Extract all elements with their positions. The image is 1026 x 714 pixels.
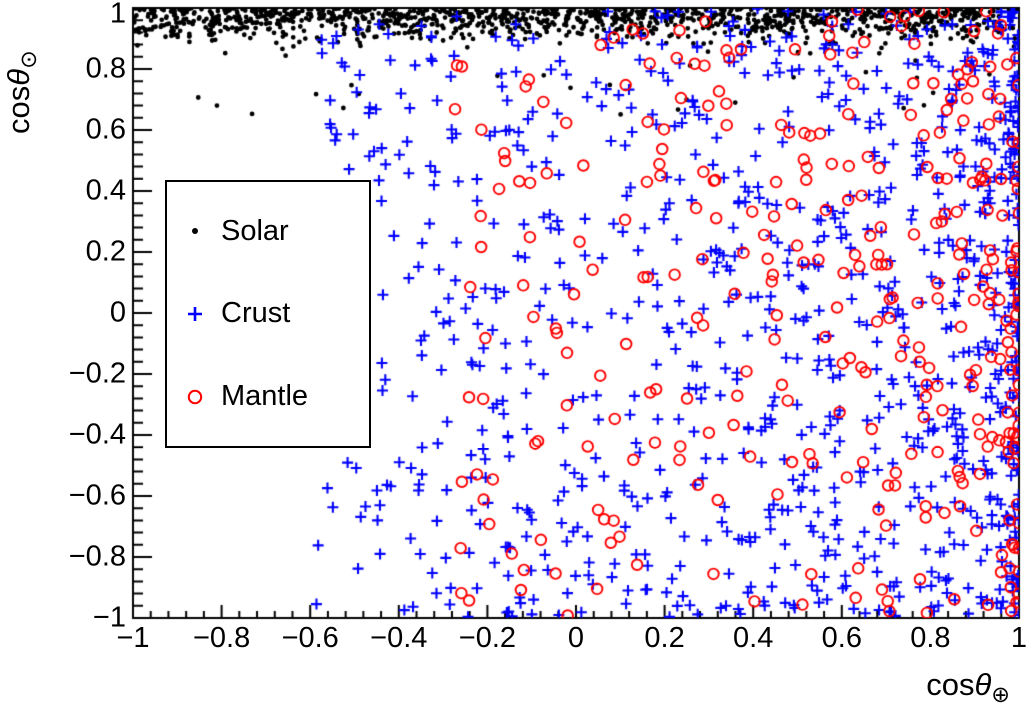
x-tick-label: 1 [1010, 622, 1026, 654]
legend: Solar Crust Mantle [165, 180, 371, 448]
x-tick-label: −0.4 [370, 622, 428, 654]
y-tick-label: −0.8 [68, 540, 126, 573]
x-tick-label: −0.8 [192, 622, 251, 654]
y-axis-title: cosθ⊙ [1, 50, 42, 134]
y-tick-label: 0 [109, 296, 126, 329]
mantle-circle-marker-icon [177, 382, 213, 412]
x-tick-label: −1 [116, 622, 150, 654]
legend-label-mantle: Mantle [221, 380, 309, 413]
y-tick-label: −0.4 [68, 418, 126, 451]
y-tick-label: −0.6 [68, 479, 126, 512]
y-tick-label: 0.2 [85, 235, 126, 268]
y-tick-label: −1 [92, 601, 126, 634]
x-tick-label: −0.2 [458, 622, 517, 654]
x-tick-label: 0.4 [733, 622, 774, 654]
x-axis-title-symbol: θ [974, 667, 992, 702]
x-axis-title-prefix: cos [926, 667, 975, 702]
y-tick-label: 0.8 [85, 52, 126, 85]
y-tick-label: −0.2 [68, 357, 126, 390]
legend-label-solar: Solar [221, 214, 289, 247]
legend-item-mantle: Mantle [167, 382, 369, 412]
legend-item-solar: Solar [167, 216, 369, 246]
x-axis-title: cosθ⊕ [926, 667, 1010, 708]
solar-dot-marker-icon [177, 216, 213, 246]
y-tick-label: 0.4 [85, 174, 126, 207]
y-tick-label: 0.6 [85, 113, 126, 146]
y-axis-title-prefix: cos [1, 85, 36, 134]
legend-label-crust: Crust [221, 297, 291, 330]
x-tick-label: 0.2 [644, 622, 685, 654]
y-axis-title-symbol: θ [1, 68, 36, 86]
x-tick-label: 0.8 [910, 622, 951, 654]
y-tick-label: 1 [109, 0, 126, 30]
x-tick-label: 0.6 [821, 622, 862, 654]
x-tick-label: −0.6 [281, 622, 339, 654]
x-tick-label: 0 [567, 622, 585, 654]
earth-symbol-icon: ⊕ [991, 682, 1010, 708]
legend-item-crust: Crust [167, 299, 369, 329]
crust-plus-marker-icon [177, 299, 213, 329]
sun-symbol-icon: ⊙ [16, 50, 42, 69]
